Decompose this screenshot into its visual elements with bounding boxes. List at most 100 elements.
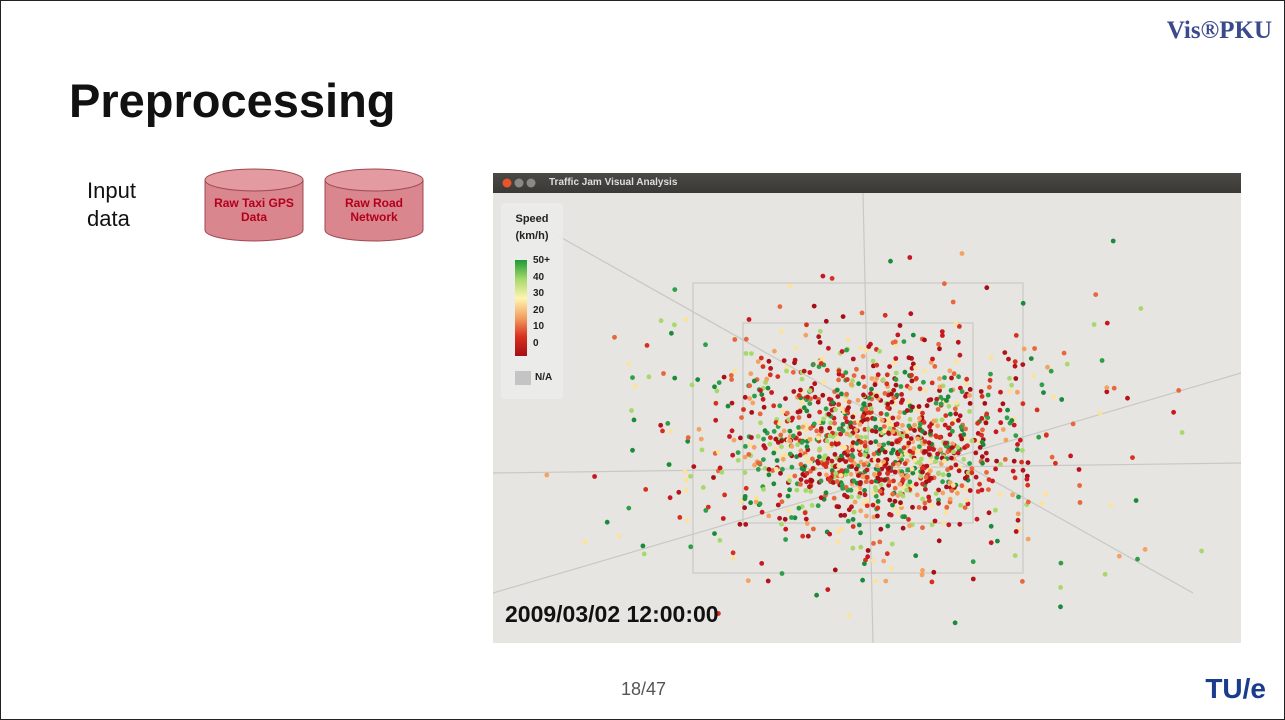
map-dot [583, 539, 588, 544]
map-dot [748, 371, 753, 376]
map-dot [795, 488, 800, 493]
map-dot [885, 551, 890, 556]
map-dot [786, 508, 791, 513]
color-ramp [515, 260, 527, 356]
map-dot [712, 531, 717, 536]
map-dot [952, 371, 957, 376]
map-dot [1176, 388, 1181, 393]
map-dot [940, 491, 945, 496]
map-dot [979, 433, 984, 438]
map-dot [832, 496, 837, 501]
map-dot [830, 459, 835, 464]
map-dot [818, 340, 823, 345]
map-dot [761, 487, 766, 492]
window-title: Traffic Jam Visual Analysis [549, 177, 677, 188]
map-dot [748, 500, 753, 505]
map-dot [885, 524, 890, 529]
map-dot [859, 440, 864, 445]
map-dot [730, 453, 735, 458]
map-dot [672, 287, 677, 292]
map-dot [875, 506, 880, 511]
map-dot [756, 359, 761, 364]
map-dot [944, 485, 949, 490]
map-dot [890, 503, 895, 508]
map-dot [851, 524, 856, 529]
map-dot [752, 379, 757, 384]
map-dot [827, 532, 832, 537]
map-dot [730, 556, 735, 561]
map-dot [836, 529, 841, 534]
map-dot [883, 313, 888, 318]
map-dot [964, 381, 969, 386]
map-dot [761, 457, 766, 462]
map-dot [1025, 477, 1030, 482]
map-dot [1104, 389, 1109, 394]
map-dot [881, 442, 886, 447]
map-dot [701, 485, 706, 490]
map-dot [960, 483, 965, 488]
map-dot [777, 516, 782, 521]
map-dot [980, 488, 985, 493]
map-dot [811, 466, 816, 471]
map-dot [766, 386, 771, 391]
map-dot [987, 385, 992, 390]
map-dot [987, 510, 992, 515]
map-dot [669, 331, 674, 336]
map-dot [920, 482, 925, 487]
map-dot [915, 408, 920, 413]
map-dot [890, 400, 895, 405]
map-dot [906, 441, 911, 446]
map-dot [860, 311, 865, 316]
map-dot [668, 495, 673, 500]
map-dot [979, 416, 984, 421]
map-dot [1019, 460, 1024, 465]
map-dot [960, 251, 965, 256]
map-dot [865, 554, 870, 559]
map-dot [909, 373, 914, 378]
map-dot [1093, 292, 1098, 297]
map-dot [984, 412, 989, 417]
map-dot [787, 487, 792, 492]
map-dot [949, 456, 954, 461]
map-dot [1026, 500, 1031, 505]
map-dot [902, 514, 907, 519]
map-dot [713, 418, 718, 423]
map-dot [864, 435, 869, 440]
map-dot [788, 452, 793, 457]
map-dot [762, 405, 767, 410]
map-dot [833, 407, 838, 412]
map-dot [915, 493, 920, 498]
map-dot [772, 349, 777, 354]
map-dot [836, 402, 841, 407]
map-dot [695, 377, 700, 382]
map-dot [950, 429, 955, 434]
map-dot [876, 372, 881, 377]
map-dot [844, 348, 849, 353]
map-dot [1045, 365, 1050, 370]
map-dot [927, 398, 932, 403]
map-dot [819, 479, 824, 484]
map-dot [879, 411, 884, 416]
map-dot [825, 439, 830, 444]
map-dot [771, 481, 776, 486]
map-dot [858, 545, 863, 550]
map-dot [661, 371, 666, 376]
map-dot [772, 429, 777, 434]
map-dot [835, 479, 840, 484]
map-dot [782, 358, 787, 363]
map-dot [869, 406, 874, 411]
map-dot [904, 451, 909, 456]
map-dot [1020, 579, 1025, 584]
map-dot [873, 425, 878, 430]
map-dot [908, 479, 913, 484]
map-dot [626, 362, 631, 367]
map-dot [861, 414, 866, 419]
map-dot [1134, 498, 1139, 503]
map-dot [700, 448, 705, 453]
title-bar: Traffic Jam Visual Analysis [493, 173, 1241, 193]
map-dot [861, 354, 866, 359]
map-dot [849, 472, 854, 477]
map-dot [807, 414, 812, 419]
map-dot [717, 380, 722, 385]
map-dot [783, 537, 788, 542]
